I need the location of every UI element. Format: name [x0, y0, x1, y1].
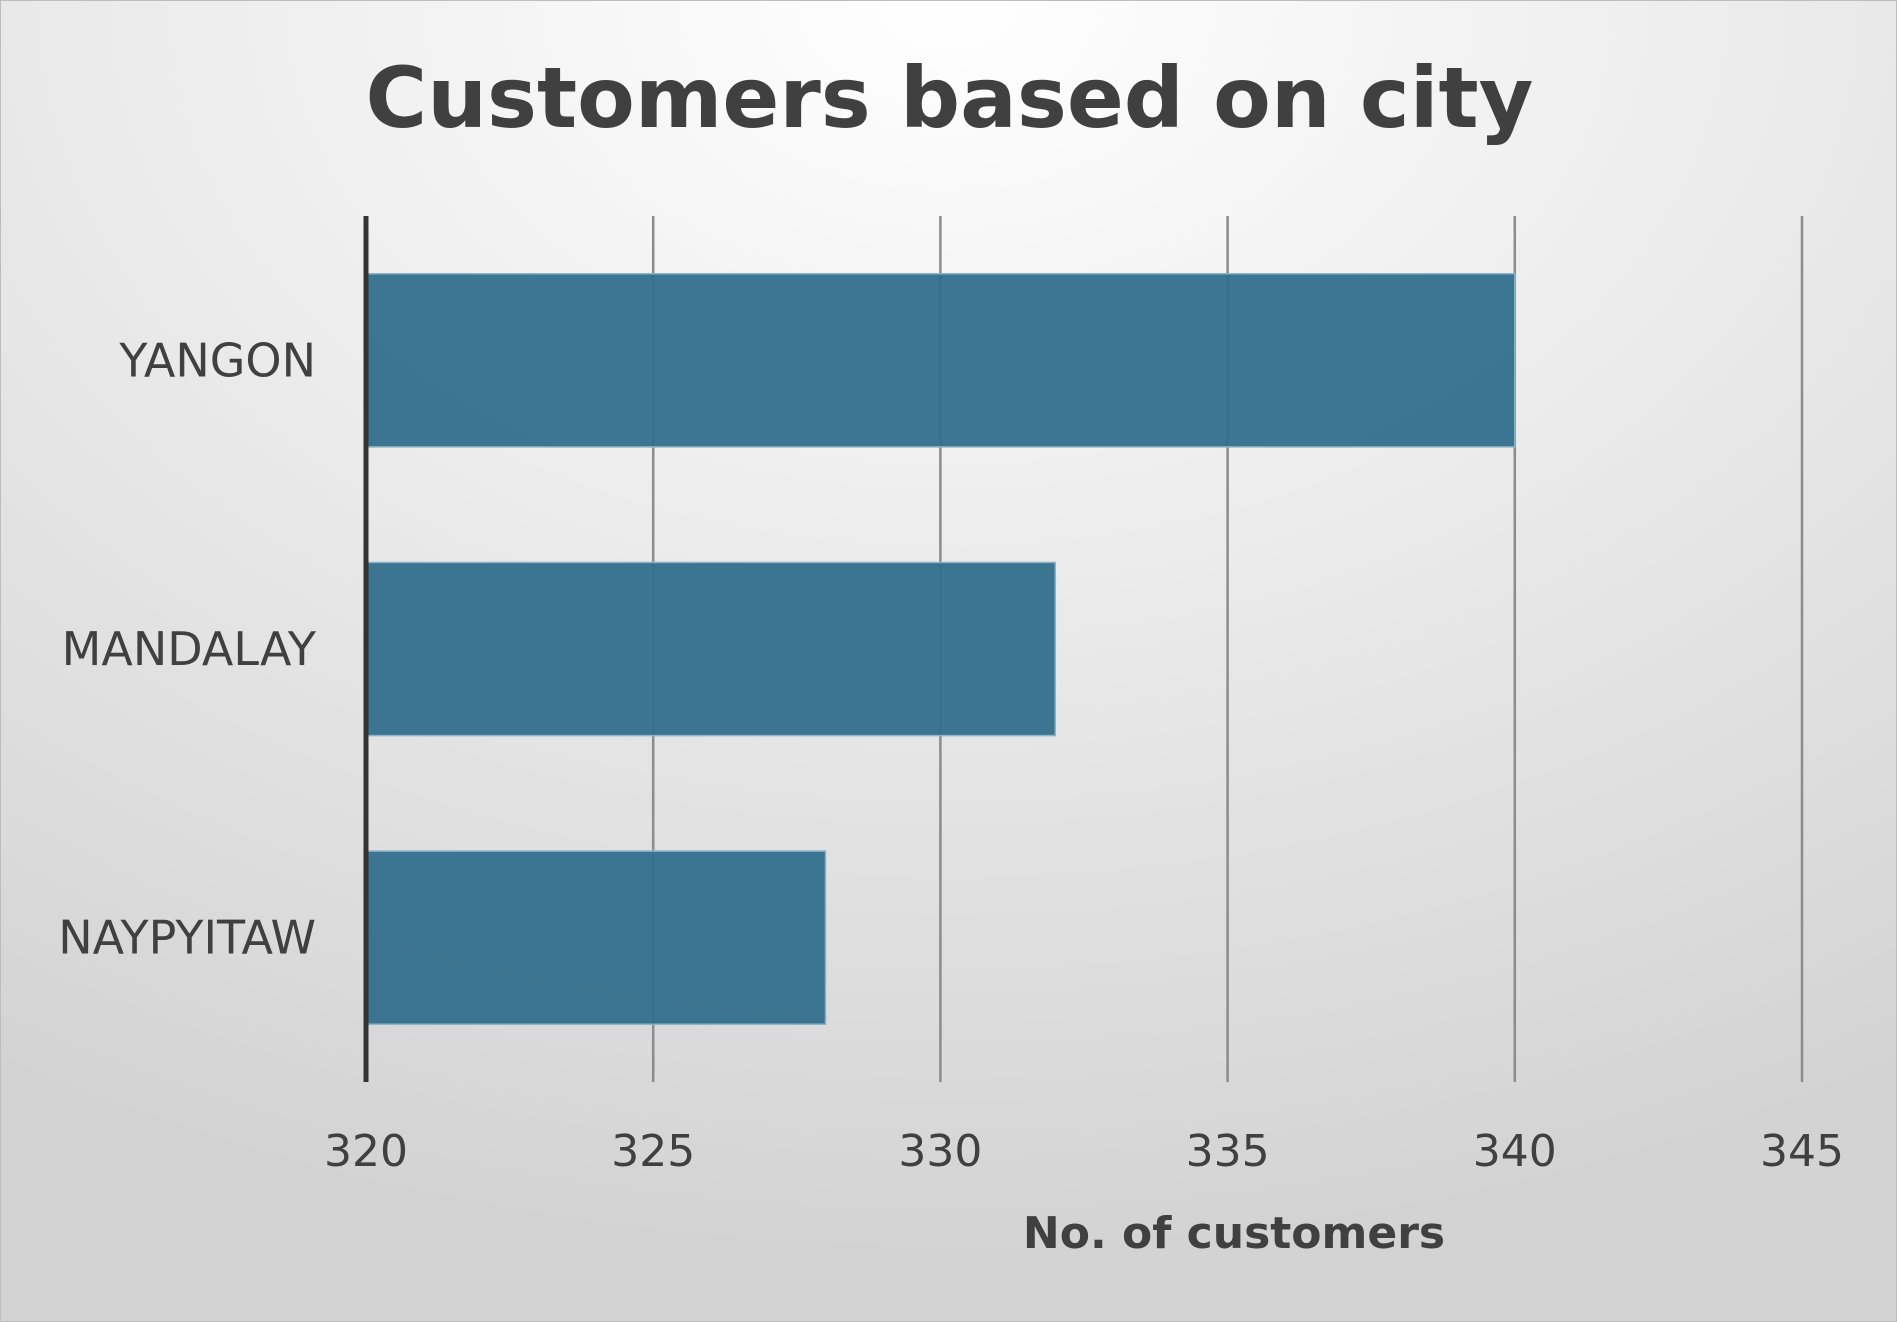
- x-tick-label: 345: [1760, 1126, 1844, 1177]
- category-label: NAYPYITAW: [58, 911, 316, 965]
- category-labels: YANGON MANDALAY NAYPYITAW: [58, 333, 317, 964]
- bar-naypyitaw: [365, 850, 827, 1026]
- x-tick-label: 335: [1186, 1126, 1270, 1177]
- x-tick-label: 325: [611, 1126, 695, 1177]
- bar-yangon: [365, 272, 1516, 448]
- category-label: YANGON: [118, 333, 316, 387]
- category-label: MANDALAY: [62, 622, 317, 676]
- x-tick-label: 340: [1473, 1126, 1557, 1177]
- x-axis-title: No. of customers: [1023, 1208, 1445, 1259]
- bar-mandalay: [365, 561, 1057, 737]
- x-tick-labels: 320 325 330 335 340 345: [324, 1126, 1844, 1177]
- chart-title: Customers based on city: [365, 49, 1534, 147]
- x-tick-label: 320: [324, 1126, 408, 1177]
- bars: [365, 272, 1516, 1026]
- x-tick-label: 330: [898, 1126, 982, 1177]
